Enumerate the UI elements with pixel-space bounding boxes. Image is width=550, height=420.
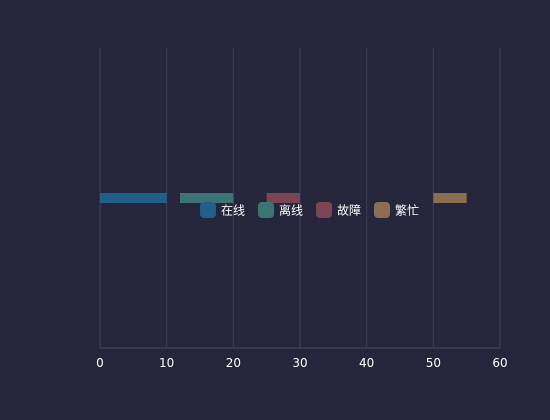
legend-item-3[interactable]: 繁忙: [374, 202, 419, 218]
legend-swatch: [258, 202, 274, 218]
legend-item-2[interactable]: 故障: [316, 202, 361, 218]
bar-0-0[interactable]: [100, 193, 167, 203]
x-tick-label: 30: [292, 356, 307, 370]
bar-3-0[interactable]: [433, 193, 467, 203]
legend-item-0[interactable]: 在线: [200, 202, 245, 218]
legend-label: 离线: [279, 203, 303, 218]
legend-label: 在线: [221, 204, 245, 218]
legend: 在线 离线 故障 繁忙: [200, 202, 419, 218]
bar-layer: [100, 193, 467, 203]
bar-1-0[interactable]: [180, 193, 234, 203]
x-tick-label: 60: [492, 356, 507, 370]
legend-label: 故障: [337, 203, 361, 218]
x-tick-label: 20: [226, 356, 241, 370]
legend-swatch: [200, 202, 216, 218]
bar-2-0[interactable]: [266, 193, 300, 203]
x-tick-label: 50: [426, 356, 441, 370]
x-tick-label: 0: [96, 356, 104, 370]
legend-item-1[interactable]: 离线: [258, 202, 303, 218]
x-tick-label: 10: [159, 356, 174, 370]
x-tick-label: 40: [359, 356, 374, 370]
legend-swatch: [316, 202, 332, 218]
legend-swatch: [374, 202, 390, 218]
x-axis: 0 10 20 30 40 50 60: [96, 347, 508, 370]
legend-label: 繁忙: [395, 203, 419, 218]
